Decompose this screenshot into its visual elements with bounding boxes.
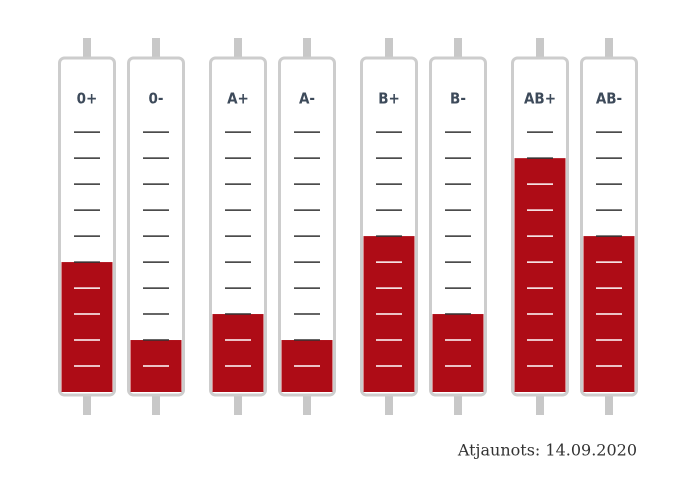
- peg: [385, 393, 393, 415]
- peg: [536, 38, 544, 60]
- peg: [152, 38, 160, 60]
- level-fill: [212, 314, 264, 392]
- peg: [536, 393, 544, 415]
- tube: [429, 56, 487, 397]
- peg: [303, 393, 311, 415]
- tube-label: 0-: [149, 90, 164, 108]
- tube: [278, 56, 336, 397]
- tube: [127, 56, 185, 397]
- tube: [209, 56, 267, 397]
- peg: [234, 38, 242, 60]
- peg: [83, 38, 91, 60]
- tube-label: 0+: [77, 90, 98, 108]
- tube-label: A-: [299, 90, 315, 108]
- level-fill: [61, 262, 113, 392]
- footer: Atjaunots: 14.09.2020: [457, 441, 637, 460]
- level-fill: [514, 158, 566, 392]
- peg: [385, 38, 393, 60]
- peg: [454, 393, 462, 415]
- peg: [83, 393, 91, 415]
- peg: [152, 393, 160, 415]
- tube-label: B+: [378, 90, 400, 108]
- peg: [454, 38, 462, 60]
- tube-label: B-: [450, 90, 466, 108]
- level-fill: [432, 314, 484, 392]
- peg: [234, 393, 242, 415]
- peg: [303, 38, 311, 60]
- peg: [605, 393, 613, 415]
- peg: [605, 38, 613, 60]
- tube-label: AB-: [596, 90, 622, 108]
- tube-label: A+: [227, 90, 249, 108]
- tube-label: AB+: [524, 90, 556, 108]
